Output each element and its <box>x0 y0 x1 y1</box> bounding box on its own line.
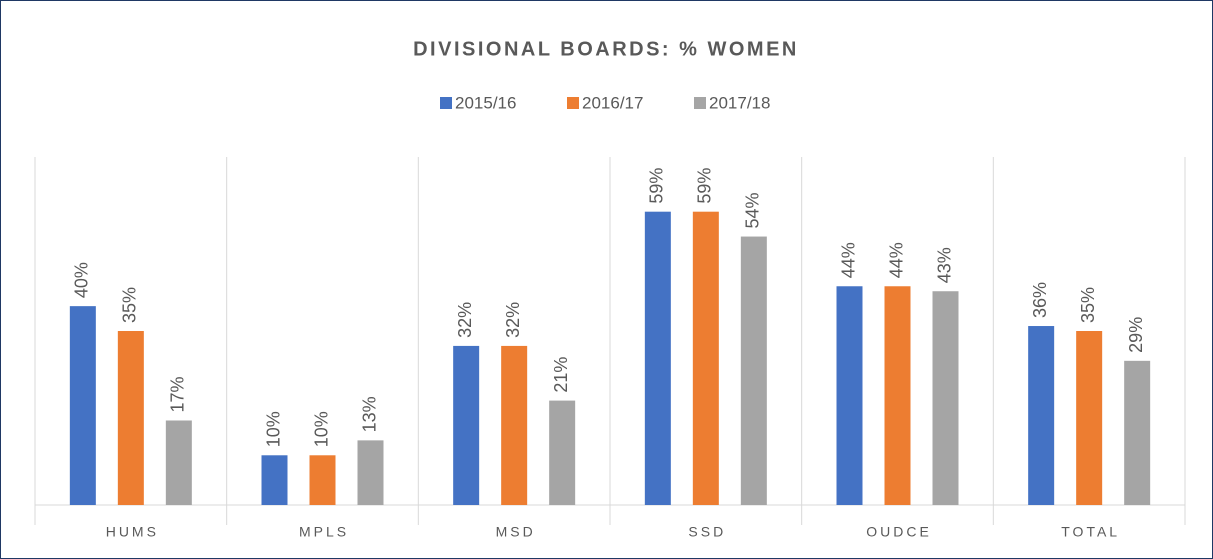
legend-swatch <box>694 97 706 109</box>
data-label: 13% <box>359 396 379 432</box>
data-label: 35% <box>1078 287 1098 323</box>
data-label: 29% <box>1126 317 1146 353</box>
x-tick-label: MPLS <box>299 524 349 540</box>
data-label: 59% <box>647 168 667 204</box>
data-label: 36% <box>1030 282 1050 318</box>
bar <box>501 345 528 505</box>
data-label: 10% <box>311 411 331 447</box>
bar <box>117 331 144 505</box>
bar <box>932 291 959 505</box>
bar <box>1076 331 1103 505</box>
legend-label: 2015/16 <box>455 93 516 112</box>
data-label: 17% <box>168 376 188 412</box>
x-tick-label: HUMS <box>106 524 159 540</box>
bar <box>884 286 911 505</box>
bar <box>165 420 192 505</box>
data-label: 32% <box>503 302 523 338</box>
bar <box>1124 360 1151 505</box>
x-tick-label: TOTAL <box>1061 524 1120 540</box>
bar <box>549 400 576 505</box>
bar <box>357 440 384 505</box>
bar <box>740 236 767 506</box>
data-label: 10% <box>263 411 283 447</box>
legend-swatch <box>440 97 452 109</box>
chart-title: DIVISIONAL BOARDS: % WOMEN <box>413 38 799 60</box>
data-label: 44% <box>886 242 906 278</box>
bar <box>453 345 480 505</box>
bar <box>261 455 288 505</box>
data-label: 40% <box>72 262 92 298</box>
data-label: 54% <box>743 193 763 229</box>
bar <box>309 455 336 505</box>
bar <box>692 211 719 505</box>
x-tick-label: MSD <box>496 524 536 540</box>
bar <box>836 286 863 505</box>
data-label: 35% <box>120 287 140 323</box>
bar <box>1028 326 1055 505</box>
x-tick-label: OUDCE <box>866 524 932 540</box>
x-tick-label: SSD <box>688 524 726 540</box>
legend-swatch <box>567 97 579 109</box>
data-label: 32% <box>455 302 475 338</box>
data-label: 21% <box>551 357 571 393</box>
data-label: 59% <box>695 168 715 204</box>
legend-label: 2016/17 <box>582 93 643 112</box>
data-label: 44% <box>838 242 858 278</box>
legend-label: 2017/18 <box>709 93 770 112</box>
bar <box>69 306 96 505</box>
data-label: 43% <box>934 247 954 283</box>
bar <box>644 211 671 505</box>
